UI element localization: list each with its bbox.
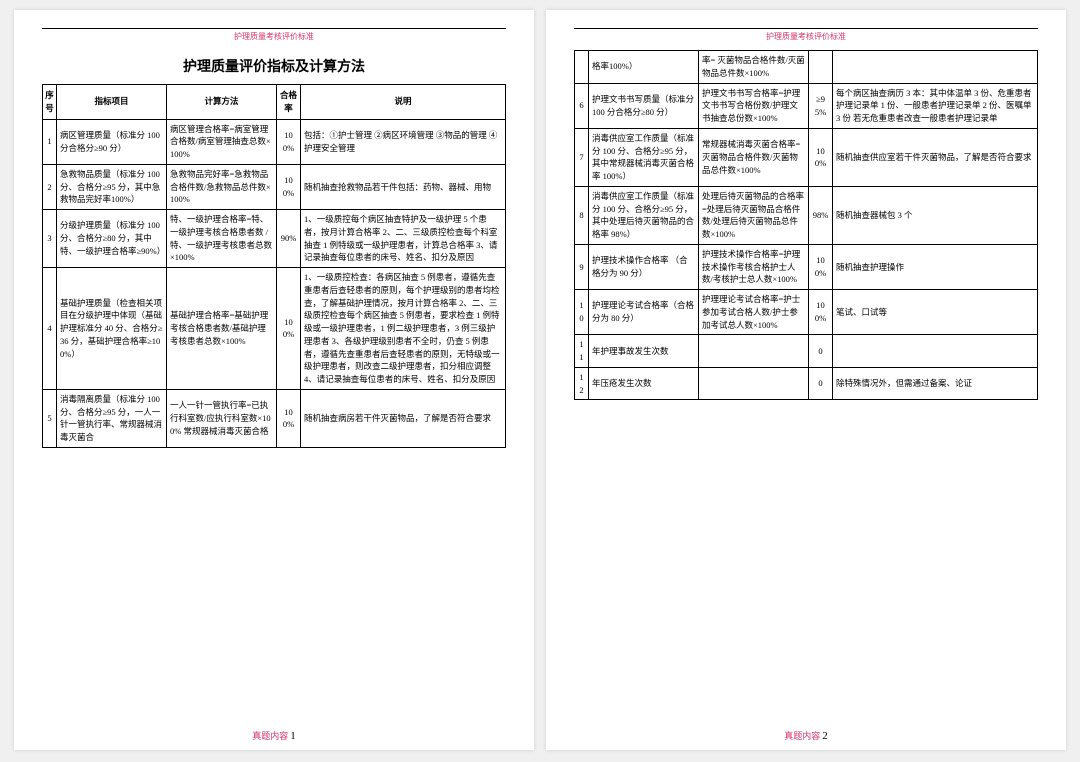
page-number: 2	[822, 730, 828, 742]
cell-desc: 随机抽查病房若干件灭菌物品，了解是否符合要求	[301, 389, 506, 447]
table-row: 6护理文书书写质量（标准分 100 分合格分≥80 分）护理文书书写合格率=护理…	[575, 83, 1038, 128]
cell-idx: 8	[575, 186, 589, 244]
col-desc-header: 说明	[301, 85, 506, 120]
cell-rate: 100%	[277, 164, 301, 209]
cell-desc: 随机抽查护理操作	[833, 244, 1038, 289]
cell-desc: 每个病区抽查病历 3 本：其中体温单 3 份、危重患者护理记录单 1 份、一般患…	[833, 83, 1038, 128]
cell-item: 消毒隔离质量（标准分 100 分、合格分≥95 分，一人一针一管执行率、常规器械…	[57, 389, 167, 447]
col-calc-header: 计算方法	[167, 85, 277, 120]
cell-rate	[809, 51, 833, 84]
cell-idx: 10	[575, 290, 589, 335]
page-title: 护理质量评价指标及计算方法	[42, 56, 506, 76]
table-header-row: 序号 指标项目 计算方法 合格率 说明	[43, 85, 506, 120]
cell-calc	[699, 367, 809, 400]
cell-rate: 100%	[809, 128, 833, 186]
cell-rate: 90%	[277, 210, 301, 268]
cell-desc	[833, 335, 1038, 368]
col-rate-header: 合格率	[277, 85, 301, 120]
table-row: 1病区管理质量（标准分 100 分合格分≥90 分）病区管理合格率=病室管理合格…	[43, 119, 506, 164]
cell-calc: 护理理论考试合格率=护士参加考试合格人数/护士参加考试总人数×100%	[699, 290, 809, 335]
cell-idx: 7	[575, 128, 589, 186]
cell-rate: 100%	[277, 119, 301, 164]
cell-calc	[699, 335, 809, 368]
cell-item: 病区管理质量（标准分 100 分合格分≥90 分）	[57, 119, 167, 164]
table-row: 格率100%）率= 灭菌物品合格件数/灭菌物品总件数×100%	[575, 51, 1038, 84]
cell-item: 消毒供应室工作质量（标准分 100 分、合格分≥95 分，其中处理后待灭菌物品的…	[589, 186, 699, 244]
page-2: 护理质量考核评价标准 格率100%）率= 灭菌物品合格件数/灭菌物品总件数×10…	[546, 10, 1066, 750]
footer-page1: 真题内容1	[14, 729, 534, 742]
cell-calc: 急救物品完好率=急救物品合格件数/急救物品总件数×100%	[167, 164, 277, 209]
cell-calc: 常规器械消毒灭菌合格率= 灭菌物品合格件数/灭菌物品总件数×100%	[699, 128, 809, 186]
cell-idx: 11	[575, 335, 589, 368]
cell-desc: 1、一级质控检查：各病区抽查 5 例患者，遵循先查重患者后查轻患者的原则，每个护…	[301, 268, 506, 390]
cell-item: 分级护理质量（标准分 100 分、合格分≥80 分，其中特、一级护理合格率≥90…	[57, 210, 167, 268]
cell-desc: 随机抽查抢救物品若干件包括：药物、器械、用物	[301, 164, 506, 209]
cell-item: 护理文书书写质量（标准分 100 分合格分≥80 分）	[589, 83, 699, 128]
table-row: 3分级护理质量（标准分 100 分、合格分≥80 分，其中特、一级护理合格率≥9…	[43, 210, 506, 268]
cell-idx: 4	[43, 268, 57, 390]
cell-desc: 笔试、口试等	[833, 290, 1038, 335]
header-rule	[574, 28, 1038, 29]
cell-calc: 病区管理合格率=病室管理合格数/病室管理抽查总数×100%	[167, 119, 277, 164]
table-row: 2急救物品质量（标准分 100 分、合格分≥95 分，其中急救物品完好率100%…	[43, 164, 506, 209]
cell-idx: 1	[43, 119, 57, 164]
cell-idx: 6	[575, 83, 589, 128]
cell-idx	[575, 51, 589, 84]
cell-rate: 100%	[809, 290, 833, 335]
cell-calc: 基础护理合格率=基础护理考核合格患者数/基础护理考核患者总数×100%	[167, 268, 277, 390]
cell-rate: 0	[809, 335, 833, 368]
header-small-text: 护理质量考核评价标准	[230, 31, 318, 42]
cell-calc: 一人一针一管执行率=已执行科室数/应执行科室数×100% 常规器械消毒灭菌合格	[167, 389, 277, 447]
cell-item: 年压疮发生次数	[589, 367, 699, 400]
page-number: 1	[290, 730, 296, 742]
table-row: 4基础护理质量（检查相关项目在分级护理中体现（基础护理标准分 40 分、合格分≥…	[43, 268, 506, 390]
footer-page2: 真题内容2	[546, 729, 1066, 742]
cell-desc: 除特殊情况外，但需通过备案、论证	[833, 367, 1038, 400]
cell-item: 年护理事故发生次数	[589, 335, 699, 368]
cell-item: 基础护理质量（检查相关项目在分级护理中体现（基础护理标准分 40 分、合格分≥3…	[57, 268, 167, 390]
cell-desc: 包括：①护士管理 ②病区环境管理 ③物品的管理 ④护理安全管理	[301, 119, 506, 164]
cell-rate: 98%	[809, 186, 833, 244]
cell-item: 护理技术操作合格率 （合格分为 90 分）	[589, 244, 699, 289]
quality-table-page2: 格率100%）率= 灭菌物品合格件数/灭菌物品总件数×100%6护理文书书写质量…	[574, 50, 1038, 400]
cell-calc: 特、一级护理合格率=特、一级护理考核合格患者数 / 特、一级护理考核患者总数×1…	[167, 210, 277, 268]
cell-idx: 2	[43, 164, 57, 209]
col-item-header: 指标项目	[57, 85, 167, 120]
cell-desc	[833, 51, 1038, 84]
cell-desc: 随机抽查供应室若干件灭菌物品，了解是否符合要求	[833, 128, 1038, 186]
cell-rate: ≥95%	[809, 83, 833, 128]
table-row: 5消毒隔离质量（标准分 100 分、合格分≥95 分，一人一针一管执行率、常规器…	[43, 389, 506, 447]
header-rule	[42, 28, 506, 29]
cell-desc: 1、一级质控每个病区抽查特护及一级护理 5 个患者，按月计算合格率 2、二、三级…	[301, 210, 506, 268]
cell-desc: 随机抽查器械包 3 个	[833, 186, 1038, 244]
cell-calc: 护理技术操作合格率=护理技术操作考核合格护士人数/考核护士总人数×100%	[699, 244, 809, 289]
quality-table-page1: 序号 指标项目 计算方法 合格率 说明 1病区管理质量（标准分 100 分合格分…	[42, 84, 506, 448]
cell-item: 消毒供应室工作质量（标准分 100 分、合格分≥95 分，其中常规器械消毒灭菌合…	[589, 128, 699, 186]
cell-rate: 100%	[809, 244, 833, 289]
header-small-text: 护理质量考核评价标准	[762, 31, 850, 42]
col-idx-header: 序号	[43, 85, 57, 120]
cell-item: 急救物品质量（标准分 100 分、合格分≥95 分，其中急救物品完好率100%）	[57, 164, 167, 209]
cell-calc: 处理后待灭菌物品的合格率=处理后待灭菌物品合格件数/处理后待灭菌物品总件数×10…	[699, 186, 809, 244]
table-row: 11年护理事故发生次数 0	[575, 335, 1038, 368]
cell-idx: 9	[575, 244, 589, 289]
cell-item: 护理理论考试合格率（合格分为 80 分）	[589, 290, 699, 335]
cell-rate: 0	[809, 367, 833, 400]
cell-rate: 100%	[277, 389, 301, 447]
table-row: 10护理理论考试合格率（合格分为 80 分）护理理论考试合格率=护士参加考试合格…	[575, 290, 1038, 335]
footer-text: 真题内容	[252, 731, 288, 741]
table-row: 12年压疮发生次数 0除特殊情况外，但需通过备案、论证	[575, 367, 1038, 400]
cell-idx: 5	[43, 389, 57, 447]
table-row: 7消毒供应室工作质量（标准分 100 分、合格分≥95 分，其中常规器械消毒灭菌…	[575, 128, 1038, 186]
table-row: 9护理技术操作合格率 （合格分为 90 分）护理技术操作合格率=护理技术操作考核…	[575, 244, 1038, 289]
page-1: 护理质量考核评价标准 护理质量评价指标及计算方法 序号 指标项目 计算方法 合格…	[14, 10, 534, 750]
cell-item: 格率100%）	[589, 51, 699, 84]
cell-rate: 100%	[277, 268, 301, 390]
cell-calc: 护理文书书写合格率=护理文书书写合格份数/护理文书抽查总份数×100%	[699, 83, 809, 128]
cell-idx: 3	[43, 210, 57, 268]
table-row: 8消毒供应室工作质量（标准分 100 分、合格分≥95 分，其中处理后待灭菌物品…	[575, 186, 1038, 244]
cell-calc: 率= 灭菌物品合格件数/灭菌物品总件数×100%	[699, 51, 809, 84]
footer-text: 真题内容	[784, 731, 820, 741]
cell-idx: 12	[575, 367, 589, 400]
